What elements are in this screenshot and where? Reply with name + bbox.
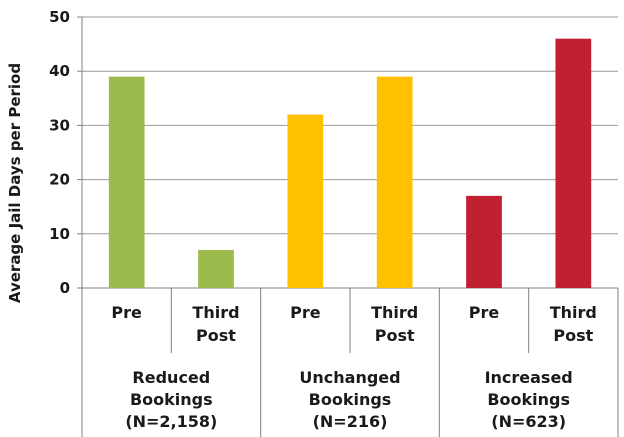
group-label: (N=216) — [313, 412, 388, 431]
group-label: Unchanged — [299, 368, 400, 387]
group-label: Bookings — [309, 390, 392, 409]
group-label: (N=623) — [491, 412, 566, 431]
bar — [198, 250, 234, 288]
y-tick-label: 40 — [49, 62, 70, 80]
bar — [466, 195, 502, 288]
group-label: Bookings — [487, 390, 570, 409]
group-label: Bookings — [130, 390, 213, 409]
bar — [555, 38, 592, 289]
bar — [376, 76, 413, 289]
group-label: (N=2,158) — [125, 412, 217, 431]
y-tick-label: 0 — [60, 279, 70, 297]
y-tick-label: 30 — [49, 116, 70, 134]
bar-category-label: Pre — [469, 303, 500, 322]
gridlines — [82, 16, 618, 289]
bars — [108, 38, 592, 289]
bar-category-label: Post — [375, 326, 415, 345]
category-labels: Pre Third Post Pre Third Post Pre Third Post Redu… — [111, 303, 596, 431]
bar-category-label: Post — [196, 326, 236, 345]
bar-category-label: Third — [550, 303, 597, 322]
group-label: Increased — [485, 368, 573, 387]
bar-category-label: Pre — [290, 303, 321, 322]
bar — [287, 114, 324, 288]
bar-category-label: Third — [192, 303, 239, 322]
axes — [77, 16, 619, 437]
y-axis-label: Average Jail Days per Period — [6, 63, 24, 303]
y-tick-label: 10 — [49, 225, 70, 243]
y-tick-label: 50 — [49, 8, 70, 26]
bar-category-label: Third — [371, 303, 418, 322]
y-tick-label: 20 — [49, 171, 70, 189]
bar — [108, 76, 145, 289]
bar-category-label: Post — [553, 326, 593, 345]
y-tick-labels: 0 10 20 30 40 50 — [49, 8, 70, 297]
group-label: Reduced — [132, 368, 210, 387]
bar-category-label: Pre — [111, 303, 142, 322]
